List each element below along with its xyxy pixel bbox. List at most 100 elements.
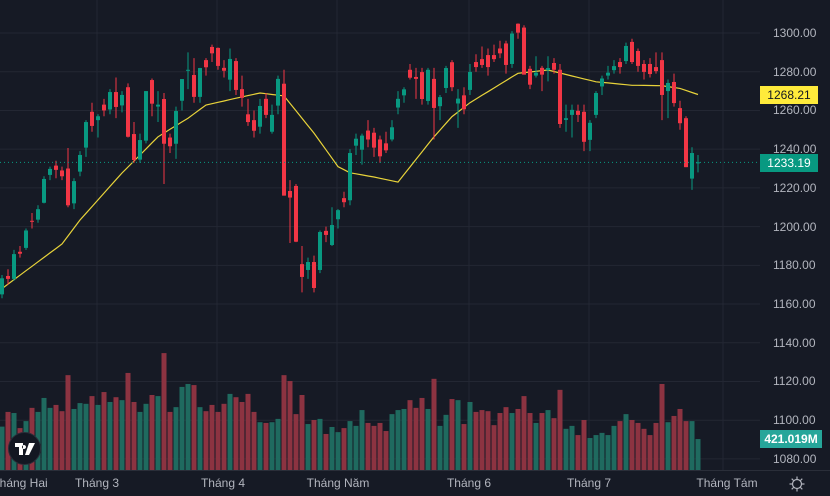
- volume-bar: [641, 428, 647, 470]
- settings-gear-icon[interactable]: [789, 476, 805, 492]
- candle-body: [528, 68, 532, 85]
- volume-bar: [155, 396, 161, 470]
- candle-body: [162, 99, 166, 144]
- volume-bar: [443, 414, 449, 470]
- volume-bar: [161, 353, 167, 470]
- x-month-label: Tháng Hai: [0, 476, 48, 490]
- candle-body: [60, 170, 64, 177]
- volume-bar: [95, 404, 101, 470]
- candle-body: [636, 51, 640, 66]
- volume-bar: [491, 425, 497, 470]
- volume-bar: [143, 403, 149, 470]
- volume-bar: [557, 389, 563, 470]
- volume-bar: [5, 411, 11, 470]
- candle-body: [672, 81, 676, 104]
- candle-body: [234, 61, 238, 90]
- volume-bar: [59, 411, 65, 470]
- volume-bar: [299, 395, 305, 470]
- candle-body: [588, 122, 592, 140]
- volume-bar: [563, 428, 569, 470]
- tradingview-logo-icon[interactable]: [8, 432, 41, 465]
- volume-bar: [119, 400, 125, 470]
- candle-body: [276, 78, 280, 106]
- candle-body: [54, 165, 58, 170]
- candle-body: [666, 82, 670, 92]
- candle-body: [78, 154, 82, 172]
- candle-body: [642, 63, 646, 72]
- candle-body: [6, 275, 10, 279]
- candle-body: [252, 120, 256, 131]
- candle-body: [102, 104, 106, 111]
- candle-body: [246, 114, 250, 123]
- candle-body: [624, 45, 628, 62]
- candle-body: [402, 89, 406, 96]
- candle-body: [684, 118, 688, 168]
- candle-body: [426, 69, 430, 101]
- volume-bar: [575, 435, 581, 470]
- candle-body: [414, 76, 418, 79]
- candle-body: [486, 55, 490, 68]
- volume-bar: [107, 401, 113, 470]
- volume-bar: [305, 424, 311, 470]
- ma-value-tag: 1268.21: [760, 86, 818, 104]
- volume-bar: [515, 408, 521, 470]
- volume-bar: [461, 424, 467, 470]
- volume-bar: [53, 404, 59, 470]
- volume-bar: [323, 433, 329, 470]
- volume-bar: [635, 422, 641, 470]
- candle-body: [582, 111, 586, 142]
- price-axis-background: [760, 0, 830, 470]
- candle-body: [654, 67, 658, 72]
- candle-body: [120, 94, 124, 106]
- candle-body: [360, 135, 364, 150]
- volume-bar: [203, 411, 209, 470]
- volume-bar: [281, 375, 287, 470]
- volume-bar: [629, 420, 635, 470]
- candle-body: [474, 62, 478, 68]
- volume-bar: [335, 432, 341, 470]
- volume-bar: [365, 422, 371, 470]
- volume-bar: [209, 404, 215, 470]
- volume-bar: [407, 400, 413, 470]
- y-tick-label: 1180.00: [773, 258, 816, 273]
- volume-bar: [89, 396, 95, 470]
- volume-bar: [551, 418, 557, 470]
- volume-bar: [233, 397, 239, 470]
- candle-body: [600, 78, 604, 87]
- candle-body: [540, 67, 544, 75]
- candle-body: [336, 210, 340, 220]
- y-tick-label: 1260.00: [773, 103, 817, 118]
- volume-bar: [425, 408, 431, 470]
- candle-body: [270, 114, 274, 132]
- candle-body: [72, 181, 76, 204]
- candle-body: [546, 68, 550, 71]
- volume-bar: [683, 421, 689, 470]
- volume-bar: [275, 418, 281, 470]
- candle-body: [594, 93, 598, 115]
- candle-body: [42, 178, 46, 203]
- volume-bar: [347, 421, 353, 470]
- candle-body: [354, 138, 358, 146]
- volume-bar: [605, 435, 611, 470]
- volume-bar: [311, 420, 317, 470]
- candle-body: [390, 127, 394, 140]
- volume-bar: [647, 435, 653, 470]
- volume-bar: [671, 415, 677, 470]
- y-tick-label: 1100.00: [773, 413, 816, 428]
- candle-body: [36, 209, 40, 220]
- candle-body: [96, 116, 100, 121]
- x-month-label: Tháng Tám: [696, 476, 758, 490]
- candle-body: [420, 72, 424, 100]
- volume-bar: [467, 401, 473, 470]
- volume-bar: [437, 425, 443, 470]
- volume-bar: [383, 431, 389, 470]
- volume-bar: [47, 407, 53, 470]
- volume-bar: [329, 426, 335, 470]
- x-month-label: Tháng 3: [74, 476, 120, 490]
- candle-body: [462, 95, 466, 110]
- volume-bar: [455, 400, 461, 470]
- volume-bar: [377, 422, 383, 470]
- candle-body: [618, 62, 622, 68]
- volume-bar: [497, 413, 503, 470]
